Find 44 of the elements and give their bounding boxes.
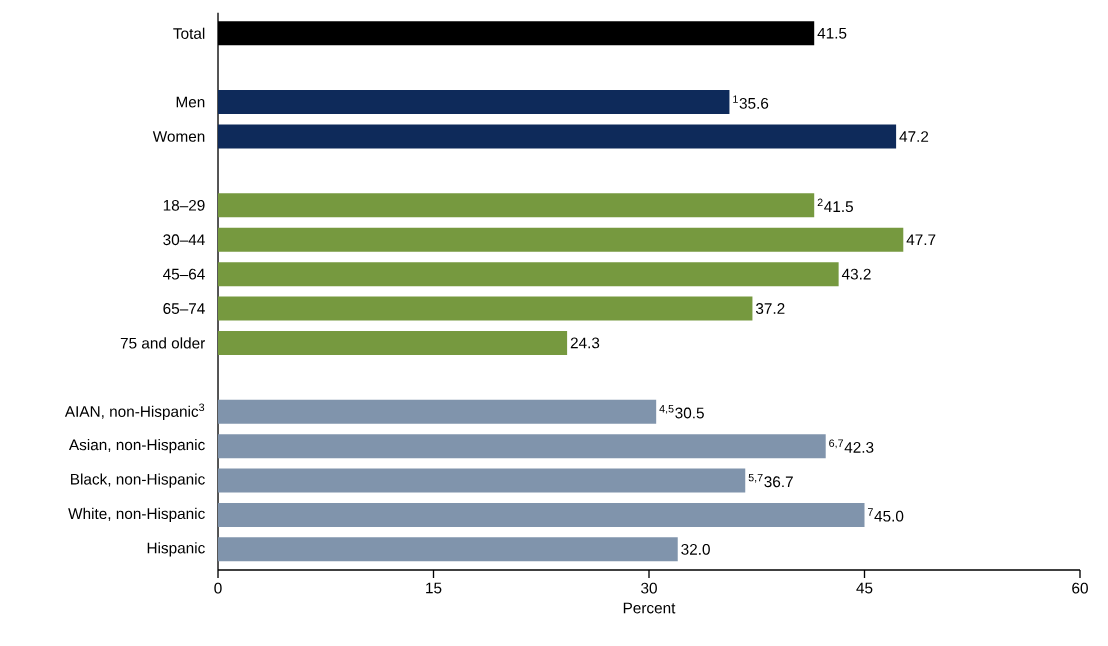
y-tick-label: 18–29 (163, 199, 205, 211)
y-tick-label: 65–74 (163, 303, 205, 314)
bar (218, 227, 904, 252)
data-label: 24.3 (570, 337, 600, 349)
data-label: 47.2 (899, 131, 929, 142)
x-tick-label: 45 (856, 582, 873, 594)
x-axis-title: Percent (623, 602, 676, 614)
x-tick-label: 30 (641, 582, 657, 594)
bar (218, 124, 897, 149)
bar (218, 537, 678, 562)
y-tick-label: 30–44 (163, 234, 205, 246)
x-tick-label: 60 (1072, 582, 1088, 594)
data-label: $^{2}$41.5 (817, 198, 853, 213)
data-label: $^{1}$35.6 (733, 95, 769, 109)
y-tick-label: AIAN, non-Hispanic$^{3}$ (64, 403, 205, 420)
data-label: 32.0 (681, 543, 710, 555)
bar (218, 193, 815, 218)
bar (218, 399, 657, 424)
bar (218, 434, 826, 459)
data-label: 41.5 (817, 27, 847, 39)
data-label: 47.7 (906, 234, 936, 245)
bar (218, 502, 865, 527)
data-label: $^{7}$45.0 (867, 508, 904, 522)
bar (218, 468, 746, 493)
bar (218, 90, 730, 115)
data-label: $^{4,5}$30.5 (659, 405, 704, 419)
x-tick-label: 15 (426, 582, 442, 594)
y-tick-label: Black, non-Hispanic (71, 473, 205, 488)
y-tick-label: Asian, non-Hispanic (68, 439, 205, 454)
data-label: 43.2 (841, 268, 871, 280)
bar (218, 296, 753, 321)
y-tick-label: Hispanic (147, 542, 205, 557)
data-label: $^{5,7}$36.7 (748, 473, 793, 488)
y-tick-label: Women (152, 131, 205, 142)
x-tick-label: 0 (214, 582, 222, 594)
y-tick-label: White, non-Hispanic (68, 507, 205, 523)
data-label: 37.2 (755, 303, 785, 314)
bar (218, 262, 839, 287)
y-tick-label: Total (173, 27, 205, 39)
y-tick-label: Men (176, 96, 205, 108)
data-label: $^{6,7}$42.3 (829, 439, 874, 453)
y-tick-label: 45–64 (163, 268, 205, 280)
y-tick-label: 75 and older (120, 337, 206, 349)
bar (218, 330, 568, 355)
